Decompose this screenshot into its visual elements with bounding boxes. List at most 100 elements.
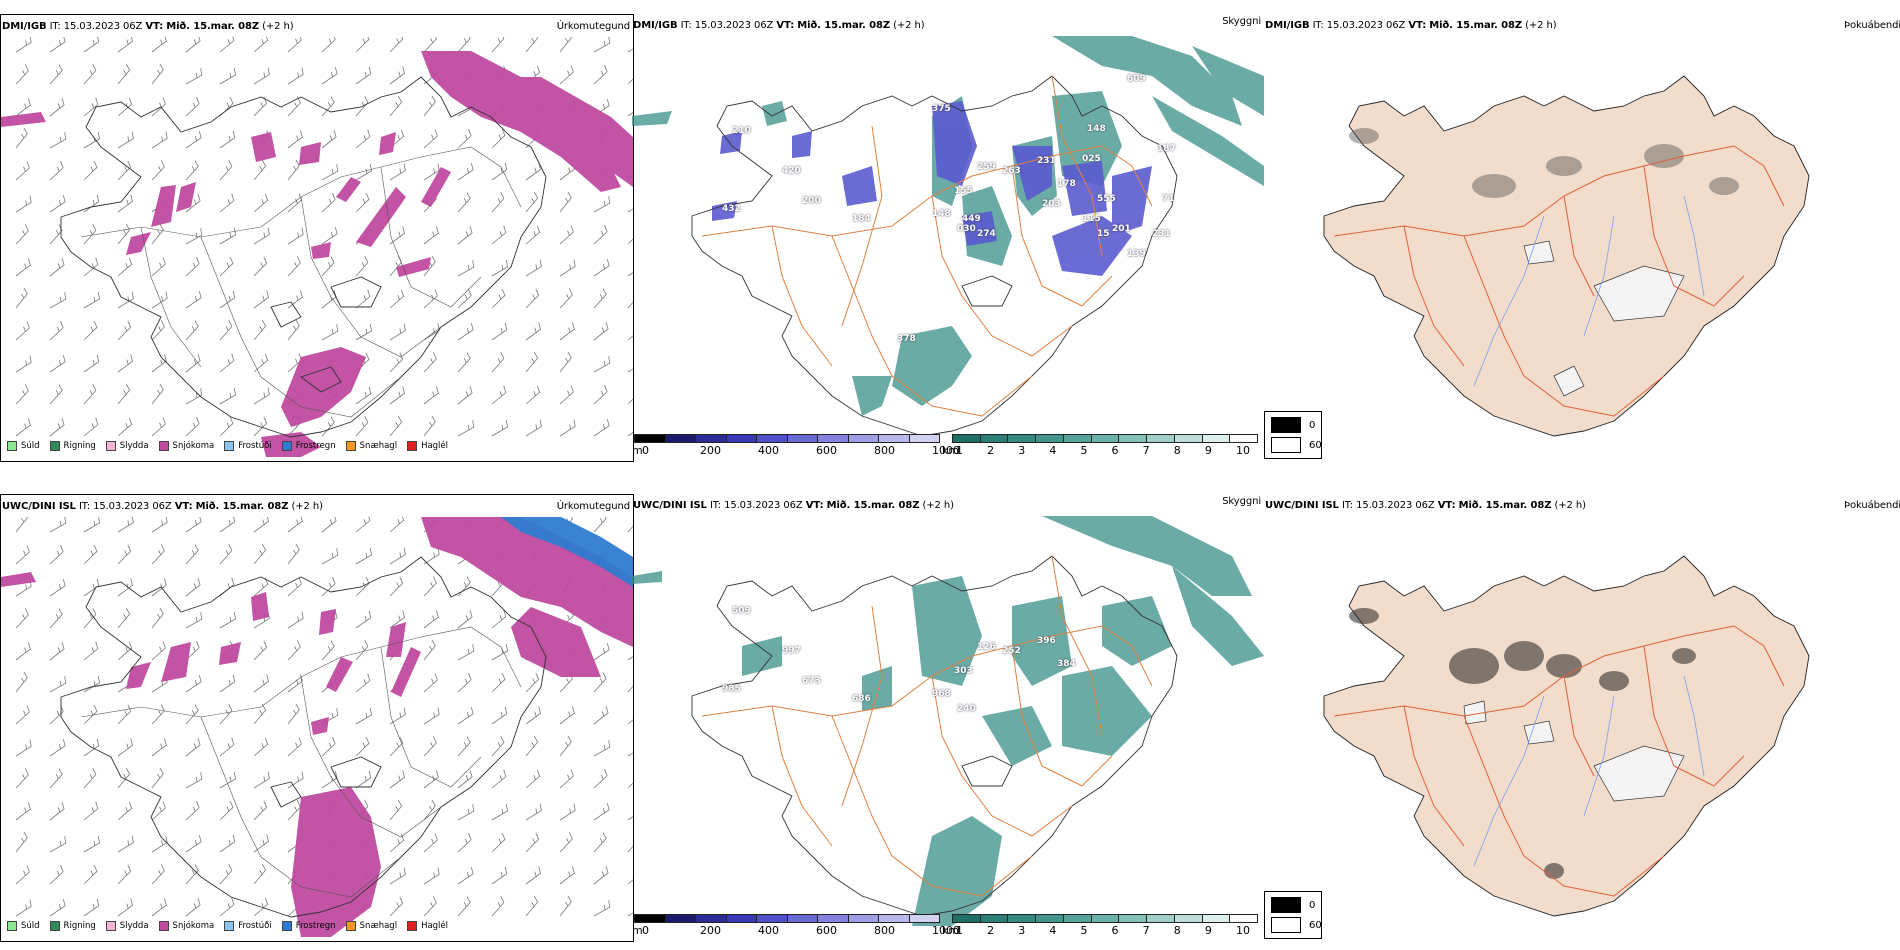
legend-label: Frostregn bbox=[295, 921, 336, 931]
wind-barb bbox=[185, 577, 201, 597]
wind-barb bbox=[253, 771, 270, 789]
fog-map bbox=[1323, 555, 1810, 917]
wind-barb bbox=[627, 78, 633, 85]
colorbar-tick: 400 bbox=[758, 924, 779, 937]
wind-barb bbox=[185, 228, 203, 245]
wind-barb bbox=[49, 161, 64, 181]
wind-barb bbox=[321, 256, 335, 277]
colorbar-step bbox=[1008, 915, 1037, 922]
wind-barb bbox=[117, 544, 132, 565]
glaciers bbox=[1523, 240, 1685, 397]
colorbar-step bbox=[1091, 915, 1120, 922]
colorbar-tick: 5 bbox=[1080, 924, 1088, 937]
colorbar-tick: 800 bbox=[874, 924, 895, 937]
wind-barb bbox=[253, 96, 268, 117]
wind-barb bbox=[151, 354, 167, 373]
wind-barb bbox=[83, 608, 97, 629]
legend-item: Súld bbox=[7, 921, 40, 931]
wind-barb bbox=[219, 834, 236, 853]
wind-barb bbox=[627, 845, 633, 853]
wind-barb bbox=[389, 226, 405, 245]
wind-barb bbox=[15, 831, 28, 853]
wind-barb bbox=[219, 737, 235, 757]
fog-swatch bbox=[1271, 417, 1301, 433]
visibility-value-label: 263 bbox=[1002, 166, 1021, 176]
wind-barb bbox=[355, 192, 370, 213]
wind-barb bbox=[185, 193, 201, 213]
roads bbox=[1333, 625, 1785, 897]
wind-barb bbox=[49, 417, 65, 437]
land bbox=[1323, 75, 1810, 437]
colorbar-step bbox=[1230, 915, 1258, 922]
wind-barb bbox=[117, 257, 133, 277]
colorbar-tick: 1000 bbox=[932, 924, 960, 937]
wind-barb bbox=[219, 290, 236, 309]
wind-barb bbox=[253, 674, 269, 693]
legend-label: Haglél bbox=[421, 921, 449, 931]
legend-swatch bbox=[158, 441, 169, 451]
visibility-value-label: 155 bbox=[954, 186, 973, 196]
visibility-value-label: 210 bbox=[732, 126, 751, 136]
visibility-value-label: 303 bbox=[954, 666, 973, 676]
wind-barb bbox=[559, 191, 572, 213]
wind-barb bbox=[491, 419, 508, 437]
wind-barb bbox=[355, 770, 372, 789]
legend-swatch bbox=[105, 921, 116, 931]
colorbar-step bbox=[1119, 435, 1148, 442]
visibility-value-label: 420 bbox=[782, 166, 801, 176]
product-label: Úrkomutegund bbox=[556, 501, 630, 512]
panel-title: DMI/IGB IT: 15.03.2023 06Z VT: Mið. 15.m… bbox=[633, 20, 925, 31]
glaciers bbox=[1463, 700, 1685, 802]
wind-barb bbox=[151, 160, 165, 181]
colorbar-step bbox=[696, 915, 727, 922]
precip-legend: Súld Rigning Slydda Snjókoma Frostúði Frostre… bbox=[1, 435, 448, 457]
wind-barb bbox=[559, 735, 572, 757]
visibility-scale-km: km 1 2 3 4 5 6 7 8 9 10 bbox=[942, 914, 1264, 944]
visibility-value-label: 555 bbox=[1097, 194, 1116, 204]
product-label: Skyggni bbox=[1222, 496, 1261, 507]
wind-barb bbox=[83, 898, 100, 917]
wind-barb bbox=[491, 259, 508, 277]
wind-barb bbox=[151, 898, 167, 917]
wind-barb bbox=[355, 707, 372, 725]
wind-barb bbox=[525, 866, 541, 885]
wind-barb bbox=[83, 320, 98, 341]
wind-barb bbox=[15, 865, 30, 885]
legend-swatch bbox=[407, 441, 418, 451]
wind-barb bbox=[49, 224, 63, 245]
colorbar-tick: 4 bbox=[1049, 924, 1057, 937]
wind-barb bbox=[15, 768, 29, 789]
wind-barb bbox=[389, 323, 406, 341]
wind-barb bbox=[423, 799, 436, 821]
colorbar-step bbox=[696, 435, 727, 442]
wind-barb bbox=[83, 417, 99, 437]
scale-unit-m: m bbox=[632, 924, 643, 937]
wind-barb bbox=[219, 37, 235, 53]
wind-barb bbox=[457, 385, 473, 405]
visibility-value-label: 274 bbox=[977, 229, 996, 239]
wind-barb bbox=[423, 639, 436, 661]
wind-barb bbox=[117, 160, 132, 181]
wind-barb bbox=[49, 355, 66, 373]
visibility-value-label: 449 bbox=[962, 214, 981, 224]
visibility-value-label: 203 bbox=[1042, 199, 1061, 209]
wind-barb bbox=[491, 896, 505, 917]
roads bbox=[80, 146, 522, 418]
wind-barb bbox=[525, 162, 541, 181]
wind-barb bbox=[219, 544, 233, 565]
visibility-value-label: 025 bbox=[1082, 154, 1101, 164]
wind-barb bbox=[117, 320, 132, 341]
wind-barb bbox=[15, 384, 29, 405]
wind-barb bbox=[525, 322, 541, 341]
wind-barb bbox=[117, 835, 134, 853]
wind-barb bbox=[593, 672, 607, 693]
wind-barb bbox=[151, 544, 165, 565]
wind-barb bbox=[423, 226, 439, 245]
wind-barb bbox=[525, 351, 539, 373]
wind-barb bbox=[49, 705, 64, 725]
legend-swatch bbox=[49, 441, 60, 451]
legend-swatch bbox=[281, 921, 292, 931]
wind-barb bbox=[593, 288, 607, 309]
product-label: Þokuábendi bbox=[1844, 500, 1900, 511]
panel-dmi-precip-type: DMI/IGB IT: 15.03.2023 06Z VT: Mið. 15.m… bbox=[0, 14, 634, 462]
